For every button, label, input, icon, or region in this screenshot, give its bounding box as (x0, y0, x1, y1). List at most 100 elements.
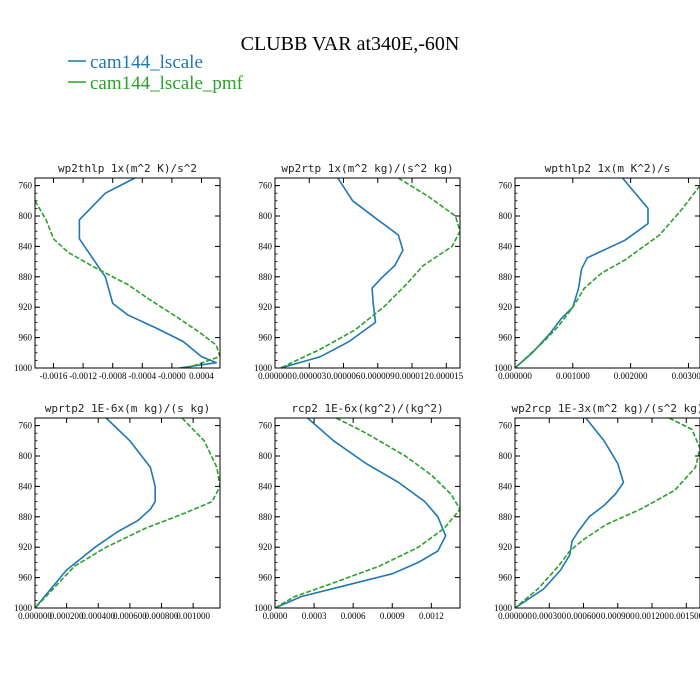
y-tick-label: 960 (19, 573, 33, 583)
y-tick-label: 800 (499, 211, 513, 221)
series-line-lscale-pmf (280, 178, 460, 368)
x-tick-label: 0.001000 (176, 611, 210, 621)
series-line-lscale-pmf (515, 418, 700, 608)
x-tick-label: -0.0000 (158, 371, 186, 381)
panel-title: wprtp2 1E-6x(m kg)/(s kg) (45, 402, 211, 415)
legend: cam144_lscale cam144_lscale_pmf (68, 52, 244, 94)
series-line-lscale (515, 418, 625, 608)
x-tick-label: 0.000000 (498, 371, 532, 381)
x-tick-label: 0.001500 (669, 611, 700, 621)
y-tick-label: 920 (19, 302, 33, 312)
legend-label-lscale: cam144_lscale (90, 52, 203, 73)
plot-frame (34, 177, 221, 369)
y-tick-label: 760 (499, 181, 513, 191)
x-tick-label: 0.000000 (258, 371, 292, 381)
y-tick-label: 840 (499, 481, 513, 491)
plot-frame (514, 177, 700, 369)
y-tick-label: 880 (259, 272, 273, 282)
y-tick-label: 880 (19, 512, 33, 522)
y-tick-label: 960 (499, 333, 513, 343)
y-tick-label: 1000 (254, 363, 273, 373)
panel-1: wp2thlp 1x(m^2 K)/s^2 760 800 840 880 920 960 1… (14, 162, 221, 381)
panel-4: wprtp2 1E-6x(m kg)/(s kg) 760 800 840 880 920… (14, 402, 221, 621)
x-tick-label: 0.001200 (635, 611, 669, 621)
y-tick-label: 800 (259, 211, 273, 221)
x-tick-label: 0.0006 (341, 611, 366, 621)
x-tick-label: 0.001000 (556, 371, 590, 381)
y-tick-label: 960 (19, 333, 33, 343)
y-tick-label: 920 (499, 542, 513, 552)
y-tick-label: 760 (19, 421, 33, 431)
series-line-lscale-pmf (515, 185, 700, 368)
series-line-lscale (35, 418, 156, 608)
y-tick-label: 760 (259, 421, 273, 431)
panel-title: wp2rtp 1x(m^2 kg)/(s^2 kg) (281, 162, 453, 175)
x-tick-label: -0.0004 (128, 371, 156, 381)
panel-title: wp2thlp 1x(m^2 K)/s^2 (58, 162, 197, 175)
panel-title: wp2rcp 1E-3x(m^2 kg)/(s^2 kg) (511, 402, 700, 415)
y-tick-label: 840 (259, 481, 273, 491)
x-tick-label: 0.000200 (50, 611, 84, 621)
x-tick-label: 0.000600 (567, 611, 601, 621)
series-line-lscale (275, 418, 447, 608)
panel-3: wpthlp2 1x(m K^2)/s 760 800 840 880 920 960 100… (494, 162, 700, 381)
x-tick-label: 0.0009 (380, 611, 405, 621)
x-tick-label: 0.000009 (361, 371, 395, 381)
x-tick-label: -0.0016 (40, 371, 68, 381)
series-line-lscale (515, 178, 649, 368)
x-tick-label: 0.000800 (145, 611, 179, 621)
x-tick-label: 0.000300 (532, 611, 566, 621)
series-line-lscale-pmf (275, 418, 460, 608)
y-tick-label: 760 (259, 181, 273, 191)
x-tick-label: 0.000015 (429, 371, 463, 381)
x-tick-label: 0.000012 (395, 371, 429, 381)
y-tick-label: 1000 (494, 603, 513, 613)
x-tick-label: 0.0000 (263, 611, 288, 621)
y-tick-label: 880 (499, 512, 513, 522)
y-tick-label: 1000 (14, 363, 33, 373)
series-line-lscale-pmf (35, 418, 220, 608)
y-tick-label: 1000 (14, 603, 33, 613)
x-tick-label: 0.000003 (292, 371, 326, 381)
y-tick-label: 840 (259, 241, 273, 251)
x-tick-label: 0.000000 (498, 611, 532, 621)
x-tick-label: 0.000000 (18, 611, 52, 621)
x-tick-label: 0.0003 (302, 611, 327, 621)
y-tick-label: 960 (499, 573, 513, 583)
y-tick-label: 840 (19, 241, 33, 251)
panel-title: rcp2 1E-6x(kg^2)/(kg^2) (291, 402, 443, 415)
plot-frame (34, 417, 221, 609)
y-tick-label: 1000 (494, 363, 513, 373)
y-tick-label: 920 (499, 302, 513, 312)
y-tick-label: 880 (19, 272, 33, 282)
panel-6: wp2rcp 1E-3x(m^2 kg)/(s^2 kg) 760 800 840 88… (494, 402, 700, 621)
y-tick-label: 760 (499, 421, 513, 431)
x-tick-label: 0.000600 (113, 611, 147, 621)
y-tick-label: 960 (259, 573, 273, 583)
y-tick-label: 880 (499, 272, 513, 282)
x-tick-label: -0.0008 (99, 371, 127, 381)
x-tick-label: 0.0012 (419, 611, 444, 621)
legend-label-lscale-pmf: cam144_lscale_pmf (90, 73, 244, 94)
plot-frame (514, 417, 700, 609)
y-tick-label: 800 (19, 451, 33, 461)
panel-title: wpthlp2 1x(m K^2)/s (545, 162, 671, 175)
y-tick-label: 920 (19, 542, 33, 552)
x-tick-label: 0.000400 (81, 611, 115, 621)
y-tick-label: 800 (19, 211, 33, 221)
series-line-lscale-pmf (35, 200, 220, 368)
plot-frame (274, 177, 461, 369)
x-tick-label: -0.0012 (69, 371, 97, 381)
x-tick-label: 0.002000 (614, 371, 648, 381)
series-line-lscale (280, 178, 404, 368)
y-tick-label: 920 (259, 302, 273, 312)
y-tick-label: 760 (19, 181, 33, 191)
series-line-lscale (78, 178, 218, 368)
y-tick-label: 960 (259, 333, 273, 343)
panel-2: wp2rtp 1x(m^2 kg)/(s^2 kg) 760 800 840 880 92… (254, 162, 464, 381)
y-tick-label: 920 (259, 542, 273, 552)
y-tick-label: 840 (499, 241, 513, 251)
x-tick-label: 0.000900 (601, 611, 635, 621)
